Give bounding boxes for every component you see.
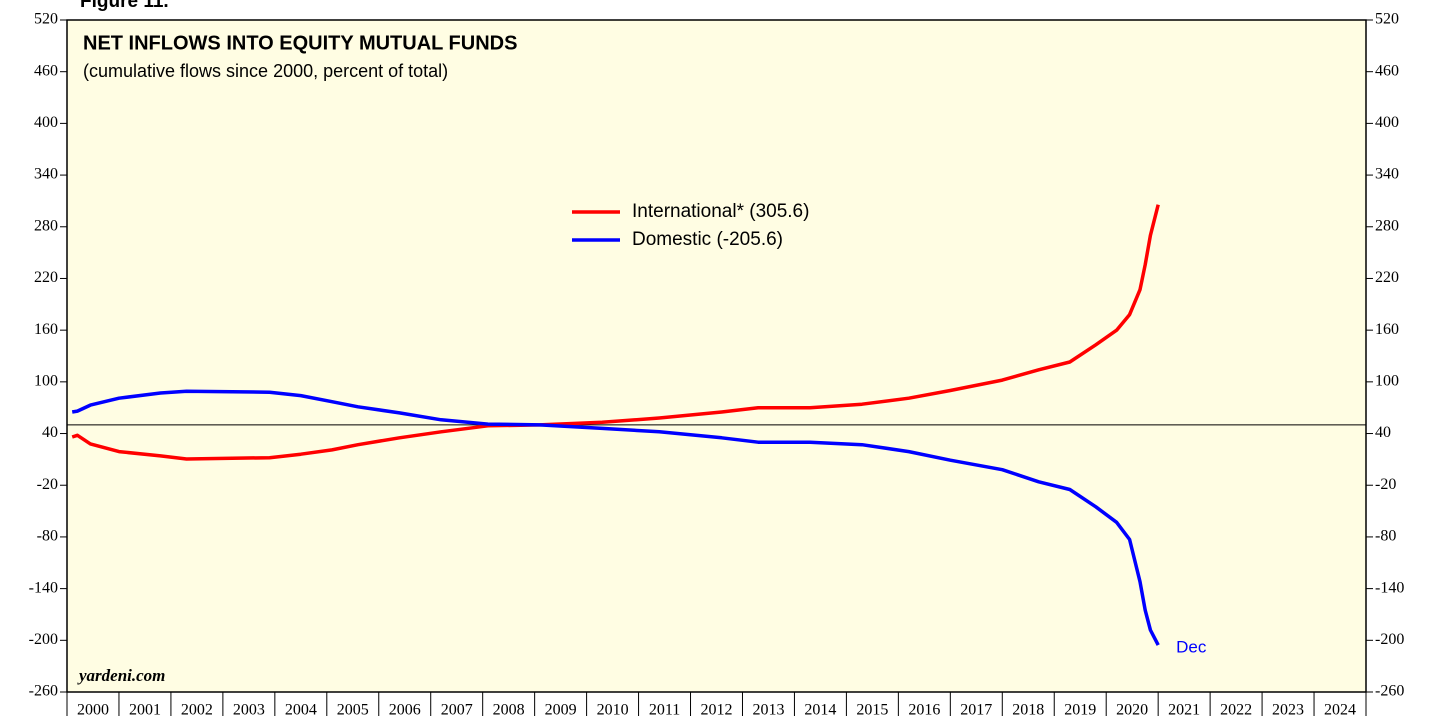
y-tick-label: 100 [34,373,58,390]
legend-label: International* (305.6) [632,201,809,222]
y2-tick-label: 40 [1375,424,1391,441]
x-tick-label: 2024 [1324,702,1356,719]
line-series [71,204,1160,461]
y-tick-label: -140 [29,579,58,596]
y-tick-label: 520 [34,11,58,28]
y-tick-label: -200 [29,631,58,648]
x-tick-label: 2019 [1064,702,1096,719]
x-tick-label: 2023 [1272,702,1304,719]
x-tick-label: 2010 [597,702,629,719]
x-tick-label: 2016 [908,702,940,719]
y-tick-label: 460 [34,62,58,79]
y2-tick-label: -200 [1375,631,1404,648]
x-tick-label: 2020 [1116,702,1148,719]
y2-tick-label: 340 [1375,166,1399,183]
x-tick-label: 2012 [701,702,733,719]
x-tick-label: 2011 [649,702,680,719]
legend-label: Domestic (-205.6) [632,229,783,250]
y2-tick-label: 400 [1375,114,1399,131]
y2-tick-label: 520 [1375,11,1399,28]
y-tick-label: -80 [37,528,58,545]
x-tick-label: 2014 [804,702,836,719]
y2-tick-label: 220 [1375,269,1399,286]
y-tick-label: 220 [34,269,58,286]
x-tick-label: 2008 [493,702,525,719]
x-tick-label: 2021 [1168,702,1200,719]
y2-tick-label: -260 [1375,683,1404,700]
y-tick-label: 40 [42,424,58,441]
y-tick-label: -260 [29,683,58,700]
y-tick-label: 400 [34,114,58,131]
x-tick-label: 2018 [1012,702,1044,719]
y-tick-label: 160 [34,321,58,338]
plot-area [66,19,1367,693]
x-tick-label: 2007 [441,702,473,719]
y-tick-label: -20 [37,476,58,493]
x-tick-label: 2009 [545,702,577,719]
y2-tick-label: 460 [1375,62,1399,79]
y2-tick-label: 100 [1375,373,1399,390]
figure-label: Figure 11. [80,0,169,12]
x-tick-label: 2004 [285,702,317,719]
x-tick-label: 2022 [1220,702,1252,719]
x-tick-label: 2015 [856,702,888,719]
y2-tick-label: 280 [1375,217,1399,234]
x-tick-label: 2005 [337,702,369,719]
x-tick-label: 2013 [752,702,784,719]
y-tick-label: 340 [34,166,58,183]
y2-tick-label: -140 [1375,579,1404,596]
annotation: Dec [1176,638,1207,657]
x-tick-label: 2001 [129,702,161,719]
x-tick-label: 2000 [77,702,109,719]
chart-title: NET INFLOWS INTO EQUITY MUTUAL FUNDS [83,32,517,54]
x-tick-label: 2002 [181,702,213,719]
x-tick-label: 2006 [389,702,421,719]
y2-tick-label: 160 [1375,321,1399,338]
y-tick-label: 280 [34,217,58,234]
chart-subtitle: (cumulative flows since 2000, percent of… [83,61,448,81]
y2-tick-label: -80 [1375,528,1396,545]
x-tick-label: 2003 [233,702,265,719]
line-series [71,389,1160,646]
source: yardeni.com [77,666,165,685]
y2-tick-label: -20 [1375,476,1396,493]
x-tick-label: 2017 [960,702,992,719]
